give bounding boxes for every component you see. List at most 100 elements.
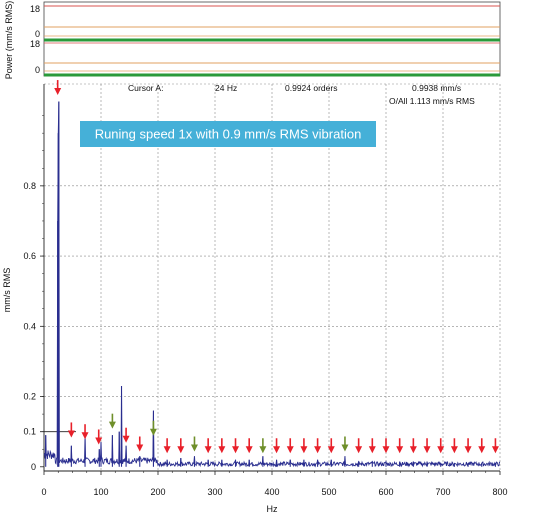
harmonic-arrow-marker [232, 438, 240, 454]
arrow-head [259, 446, 267, 454]
harmonic-arrow-marker [259, 438, 267, 454]
arrow-head [95, 437, 103, 445]
arrow-head [122, 435, 130, 443]
harmonic-arrow-marker [273, 438, 281, 454]
main-plot: 0 100 200 300 400 500 600 700 800 0 0.2 0.4 0.6 0.8 0.… [23, 80, 508, 497]
arrow-head [245, 446, 253, 454]
y-axis-title: mm/s RMS [2, 268, 12, 313]
harmonic-arrow-marker [163, 438, 171, 454]
x-tick-label: 400 [264, 487, 279, 497]
callout-box [80, 121, 376, 147]
harmonic-arrow-marker [382, 438, 390, 454]
cursor-label: Cursor A: [128, 83, 163, 93]
spectrum-line [43, 101, 501, 468]
arrow-head [273, 446, 281, 454]
top-tick-label: 18 [30, 39, 40, 49]
y-tick-label: 0.2 [23, 392, 36, 402]
x-tick-label: 600 [378, 487, 393, 497]
y-tick-label: 0.6 [23, 251, 36, 261]
arrow-head [341, 444, 349, 452]
arrow-head [149, 428, 157, 436]
arrow-head [136, 444, 144, 452]
arrow-head [396, 446, 404, 454]
top-tick-label: 0 [35, 65, 40, 75]
x-tick-label: 800 [492, 487, 507, 497]
arrow-head [108, 421, 116, 429]
harmonic-arrow-marker [67, 422, 75, 438]
callout: Runing speed 1x with 0.9 mm/s RMS vibrat… [80, 121, 376, 147]
cursor-amplitude: 0.9938 mm/s [412, 83, 461, 93]
x-tick-label: 0 [41, 487, 46, 497]
arrow-head [314, 446, 322, 454]
x-tick-label: 200 [150, 487, 165, 497]
x-tick-label: 500 [321, 487, 336, 497]
arrow-head [190, 444, 198, 452]
arrow-head [81, 432, 89, 440]
x-axis-title: Hz [267, 504, 278, 514]
harmonic-arrow-marker [95, 429, 103, 445]
harmonic-arrow-marker [81, 424, 89, 440]
harmonic-arrow-marker [314, 438, 322, 454]
harmonic-arrow-marker [177, 438, 185, 454]
arrow-head [163, 446, 171, 454]
top-tick-label: 18 [30, 4, 40, 14]
harmonic-arrow-marker [464, 438, 472, 454]
arrow-head [409, 446, 417, 454]
harmonic-arrow-marker [108, 413, 116, 429]
arrow-head [450, 446, 458, 454]
cursor-info: Cursor A: 24 Hz 0.9924 orders 0.9938 mm/… [128, 83, 475, 106]
overall-value: O/All 1.113 mm/s RMS [389, 96, 475, 106]
arrow-head [54, 88, 62, 96]
harmonic-arrow-marker [286, 438, 294, 454]
arrow-head [218, 446, 226, 454]
y-tick-label: 0.4 [23, 321, 36, 331]
harmonic-arrow-marker [218, 438, 226, 454]
harmonic-arrow-marker [341, 436, 349, 452]
arrow-head [232, 446, 240, 454]
arrow-head [478, 446, 486, 454]
cursor-frequency: 24 Hz [215, 83, 237, 93]
harmonic-marker-layer [54, 80, 499, 454]
y-tick-label: 0 [31, 462, 36, 472]
harmonic-arrow-marker [491, 438, 499, 454]
x-tick-label: 100 [93, 487, 108, 497]
arrow-head [491, 446, 499, 454]
arrow-head [327, 446, 335, 454]
arrow-head [382, 446, 390, 454]
callout-text: Runing speed 1x with 0.9 mm/s RMS vibrat… [95, 127, 362, 142]
harmonic-arrow-marker [136, 436, 144, 452]
arrow-head [355, 446, 363, 454]
y-tick-label: 0.8 [23, 181, 36, 191]
harmonic-arrow-marker [300, 438, 308, 454]
arrow-head [368, 446, 376, 454]
arrow-head [423, 446, 431, 454]
top-tick-label: 0 [35, 29, 40, 39]
harmonic-arrow-marker [437, 438, 445, 454]
x-tick-label: 300 [207, 487, 222, 497]
arrow-head [437, 446, 445, 454]
arrow-head [67, 430, 75, 438]
harmonic-arrow-marker [149, 420, 157, 436]
harmonic-arrow-marker [54, 80, 62, 96]
arrow-head [286, 446, 294, 454]
arrow-head [300, 446, 308, 454]
x-tick-label: 700 [435, 487, 450, 497]
harmonic-arrow-marker [450, 438, 458, 454]
harmonic-arrow-marker [327, 438, 335, 454]
harmonic-arrow-marker [122, 427, 130, 443]
harmonic-arrow-marker [368, 438, 376, 454]
y-tick-label-extra: 0.1 [23, 427, 36, 437]
harmonic-arrow-marker [396, 438, 404, 454]
harmonic-arrow-marker [409, 438, 417, 454]
harmonic-arrow-marker [355, 438, 363, 454]
harmonic-arrow-marker [190, 436, 198, 452]
harmonic-arrow-marker [204, 438, 212, 454]
arrow-head [177, 446, 185, 454]
cursor-orders: 0.9924 orders [285, 83, 337, 93]
arrow-head [204, 446, 212, 454]
grid-layer [44, 83, 501, 471]
harmonic-arrow-marker [478, 438, 486, 454]
harmonic-arrow-marker [245, 438, 253, 454]
top-panel-ylabel: Power (mm/s RMS) [4, 1, 14, 80]
arrow-head [464, 446, 472, 454]
